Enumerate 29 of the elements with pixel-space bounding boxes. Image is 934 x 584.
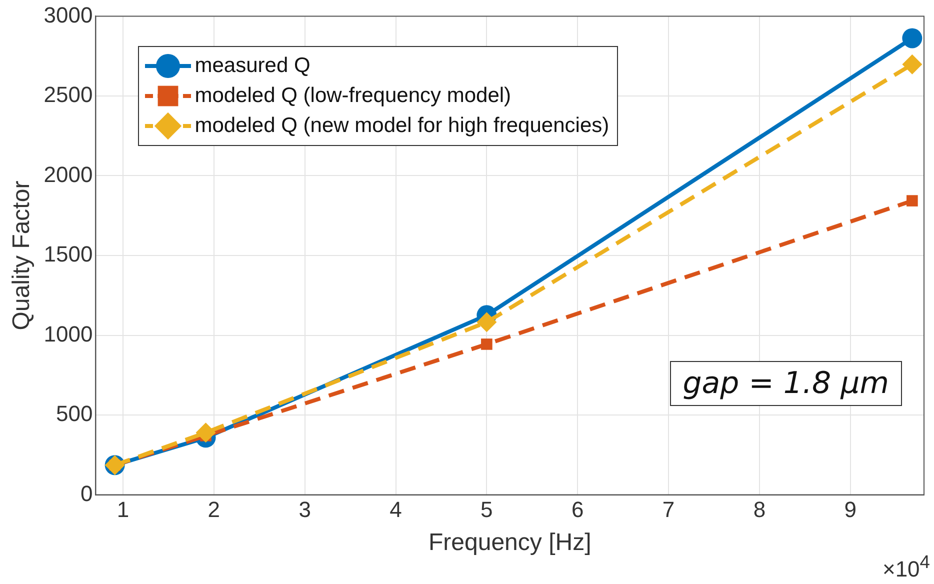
y-tick-label: 2500 [44,82,93,108]
y-tick-label: 0 [80,480,93,506]
point [476,312,497,332]
legend-label: measured Q [194,54,310,78]
text: ×10$^{4}$ [882,550,930,582]
x-tick-label: 2 [208,497,220,522]
y-tick-label: 1500 [44,242,93,267]
x-tick-label: 3 [298,497,311,522]
point [902,54,922,74]
x-tick-label: 4 [390,497,402,522]
x-tick-label: 7 [662,497,675,522]
point [906,195,918,206]
annotation: gap = 1.8 μm [670,360,902,406]
y-tick-label: 2000 [44,162,93,187]
x-tick-label: 8 [753,497,766,522]
legend-label: modeled Q (low-frequency model) [194,84,512,108]
x-tick-label: 5 [480,497,493,522]
y-tick-label: 3000 [44,2,93,28]
x-tick-label: 9 [844,497,856,522]
legend-label: modeled Q (new model for high frequencies) [194,114,610,138]
y-axis-title: Quality Factor [8,180,36,330]
x-tick-label: 1 [116,497,130,522]
point [481,338,492,350]
x-tick-label: 6 [571,497,584,522]
point [902,28,922,48]
y-tick-label: 1000 [44,321,93,346]
x-axis-title: Frequency [Hz] [428,529,592,556]
y-tick-label: 500 [56,401,93,426]
point [196,422,216,443]
